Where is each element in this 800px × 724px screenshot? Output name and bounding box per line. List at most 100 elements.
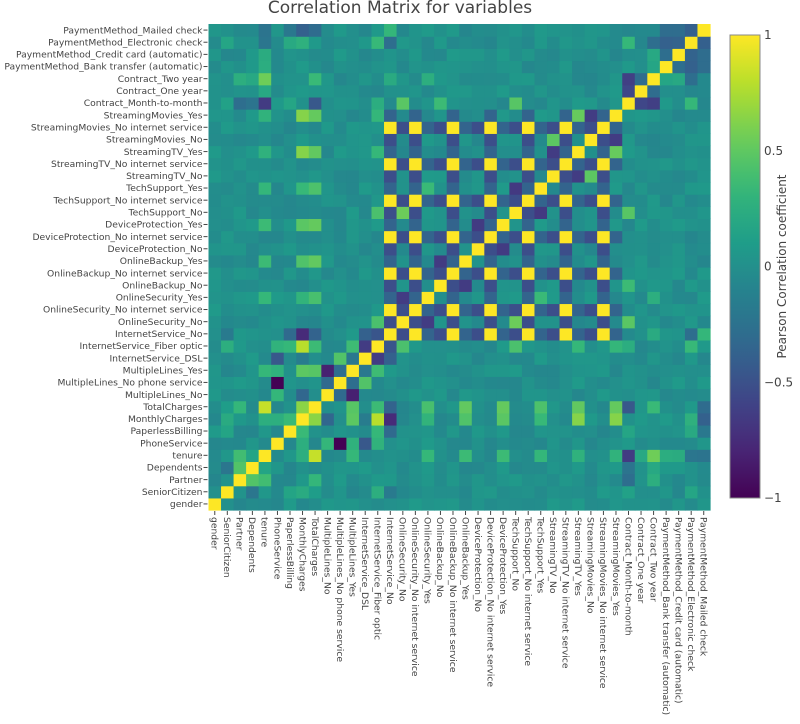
heatmap-cell: [559, 267, 573, 280]
heatmap-cell: [434, 145, 448, 159]
heatmap-cell: [283, 96, 297, 110]
heatmap-cell: [622, 242, 636, 256]
heatmap-cell: [258, 24, 272, 37]
heatmap-cell: [521, 24, 536, 37]
heatmap-cell: [509, 121, 523, 134]
heatmap-cell: [333, 230, 348, 244]
heatmap-cell: [346, 36, 360, 49]
heatmap-cell: [672, 96, 686, 110]
heatmap-cell: [421, 206, 435, 219]
x-axis-tick-labels: gender SeniorCitizen Partner Dependents tenu…: [209, 511, 709, 715]
heatmap-cell: [459, 473, 473, 487]
heatmap-cell: [534, 473, 548, 487]
heatmap-cell: [484, 254, 498, 268]
x-tick-label: DeviceProtection_No: [472, 517, 483, 612]
heatmap-cell: [459, 376, 473, 390]
x-tick-label: PaymentMethod_Credit card (automatic): [672, 517, 683, 704]
heatmap-cell: [271, 121, 285, 134]
heatmap-cell: [371, 327, 385, 341]
heatmap-cell: [434, 339, 448, 353]
heatmap-cell: [684, 169, 699, 183]
heatmap-cell: [346, 364, 360, 377]
heatmap-cell: [409, 339, 423, 353]
x-tick-label: TotalCharges: [309, 516, 320, 576]
y-tick-label: InternetService_Fiber optic: [79, 341, 202, 352]
heatmap-cell: [371, 497, 385, 511]
heatmap-cell: [409, 133, 423, 147]
heatmap-cell: [496, 242, 510, 256]
heatmap-cell: [221, 169, 235, 183]
heatmap-cell: [409, 157, 423, 171]
heatmap-cell: [283, 376, 297, 390]
heatmap-cell: [521, 388, 536, 402]
heatmap-cell: [384, 291, 398, 305]
heatmap-cell: [221, 327, 235, 341]
heatmap-cell: [672, 473, 686, 487]
heatmap-cell: [622, 181, 636, 195]
heatmap-cell: [647, 461, 661, 475]
heatmap-cell: [333, 121, 348, 134]
heatmap-cell: [659, 194, 673, 207]
heatmap-cell: [672, 424, 686, 438]
heatmap-cell: [258, 473, 272, 487]
heatmap-cell: [208, 473, 222, 487]
heatmap-cell: [308, 242, 322, 256]
heatmap-cell: [459, 169, 473, 183]
heatmap-cell: [396, 449, 410, 462]
x-tick-label: DeviceProtection_Yes: [497, 517, 508, 615]
heatmap-cell: [396, 315, 410, 329]
heatmap-cell: [697, 133, 711, 147]
heatmap-cell: [271, 169, 285, 183]
x-tick-label: Contract_One year: [635, 517, 646, 603]
heatmap-cell: [609, 376, 623, 390]
heatmap-cell: [697, 412, 711, 426]
heatmap-cell: [534, 449, 548, 462]
heatmap-cell: [471, 48, 485, 62]
heatmap-cell: [509, 169, 523, 183]
heatmap-cell: [509, 24, 523, 37]
heatmap-cell: [459, 315, 473, 329]
heatmap-cell: [258, 327, 272, 341]
heatmap-cell: [283, 461, 297, 475]
heatmap-cell: [622, 194, 636, 207]
heatmap-cell: [547, 96, 561, 110]
heatmap-cell: [246, 230, 260, 244]
heatmap-cell: [659, 254, 673, 268]
heatmap-cell: [384, 48, 398, 62]
heatmap-cell: [559, 291, 573, 305]
heatmap-cell: [697, 497, 711, 511]
heatmap-cell: [446, 242, 460, 256]
heatmap-cell: [246, 461, 260, 475]
heatmap-cell: [684, 388, 699, 402]
heatmap-cell: [659, 437, 673, 450]
heatmap-cell: [622, 412, 636, 426]
heatmap-cell: [697, 36, 711, 49]
heatmap-cell: [409, 242, 423, 256]
heatmap-cell: [409, 218, 423, 232]
heatmap-cell: [534, 437, 548, 450]
heatmap-cell: [496, 60, 510, 74]
heatmap-cell: [534, 206, 548, 219]
heatmap-cell: [296, 327, 310, 341]
heatmap-cell: [672, 254, 686, 268]
y-tick-label: MultipleLines_Yes: [123, 365, 203, 376]
heatmap-cell: [409, 169, 423, 183]
heatmap-cell: [371, 242, 385, 256]
heatmap-cell: [321, 424, 335, 438]
heatmap-cell: [609, 181, 623, 195]
heatmap-cell: [684, 412, 699, 426]
heatmap-cell: [283, 437, 297, 450]
heatmap-cell: [534, 72, 548, 86]
heatmap-cell: [308, 424, 322, 438]
heatmap-cell: [496, 254, 510, 268]
heatmap-cell: [547, 230, 561, 244]
heatmap-cell: [647, 279, 661, 292]
heatmap-cell: [697, 315, 711, 329]
heatmap-cell: [659, 242, 673, 256]
heatmap-cell: [346, 254, 360, 268]
heatmap-cell: [471, 315, 485, 329]
heatmap-cell: [572, 267, 586, 280]
heatmap-cell: [421, 400, 435, 414]
heatmap-cell: [283, 109, 297, 122]
heatmap-cell: [434, 181, 448, 195]
